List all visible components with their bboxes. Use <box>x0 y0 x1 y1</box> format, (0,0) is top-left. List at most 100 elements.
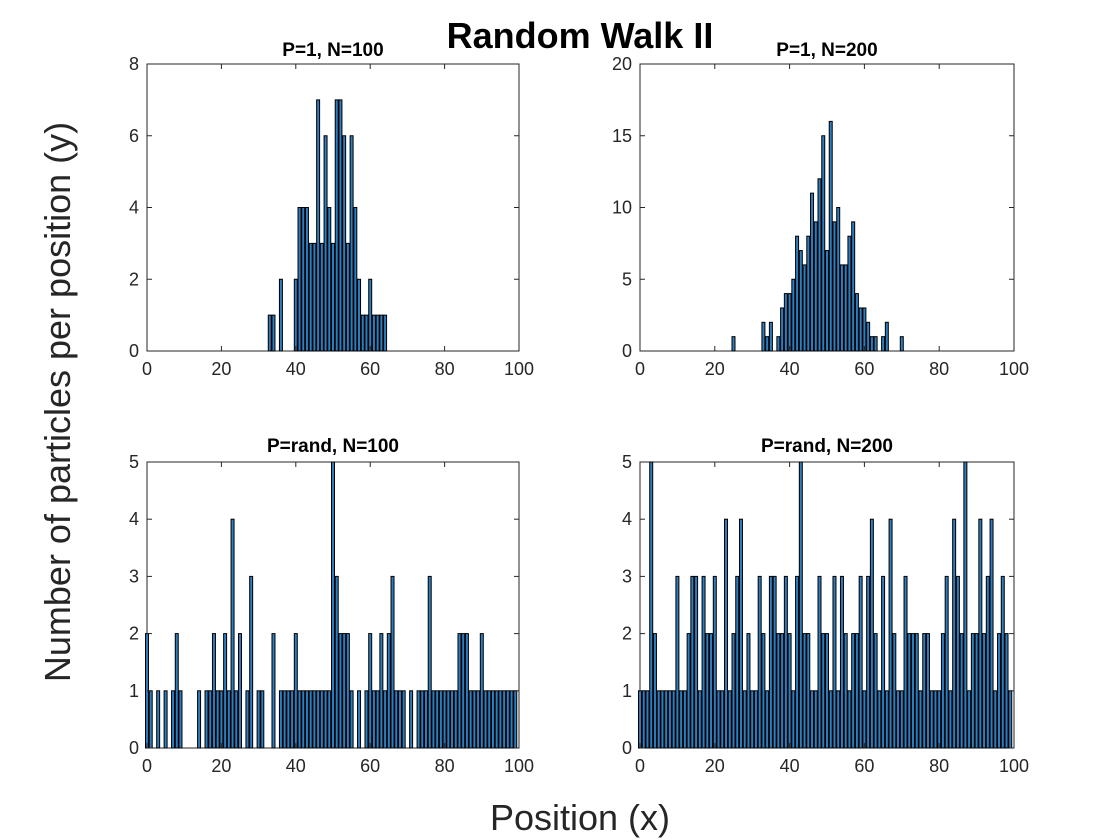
bar <box>349 690 354 749</box>
bar <box>375 690 380 749</box>
bar <box>301 207 306 352</box>
bar <box>993 690 998 749</box>
bar <box>675 575 680 749</box>
bar <box>985 575 990 749</box>
bar <box>772 575 777 749</box>
bar <box>869 518 874 749</box>
y-tick-label: 2 <box>129 624 139 644</box>
bar <box>327 207 332 352</box>
bar <box>245 690 250 749</box>
bar <box>828 120 833 352</box>
panel-4-bars <box>638 461 1013 749</box>
bar <box>933 690 938 749</box>
bar <box>660 690 665 749</box>
bar <box>219 690 224 749</box>
figure-title: Random Walk II <box>447 15 714 56</box>
bar <box>697 690 702 749</box>
bar <box>914 633 919 749</box>
bar <box>881 575 886 749</box>
bar <box>316 690 321 749</box>
panel-1-title: P=1, N=100 <box>282 40 383 61</box>
bar <box>163 690 168 749</box>
y-tick-label: 1 <box>129 681 139 701</box>
bar <box>959 633 964 749</box>
bar <box>476 690 481 749</box>
bar <box>768 321 773 352</box>
x-tick-label: 40 <box>780 359 800 379</box>
y-tick-label: 5 <box>622 269 632 289</box>
bar <box>327 690 332 749</box>
bar <box>839 575 844 749</box>
bar <box>825 633 829 749</box>
bar <box>171 690 176 749</box>
bar <box>746 633 751 749</box>
bar <box>297 690 302 749</box>
bar <box>817 575 822 749</box>
bar <box>690 575 695 749</box>
bar <box>453 690 458 749</box>
bar <box>806 633 811 749</box>
bar <box>664 690 669 749</box>
bar <box>174 633 179 749</box>
bar <box>156 690 161 749</box>
bar <box>787 633 792 749</box>
bar <box>472 690 477 749</box>
x-tick-label: 80 <box>929 359 949 379</box>
bar <box>345 242 350 352</box>
y-tick-label: 5 <box>622 452 632 472</box>
bar <box>791 278 796 352</box>
y-tick-label: 4 <box>129 509 139 529</box>
bar <box>502 690 507 749</box>
x-tick-label: 60 <box>360 359 380 379</box>
bar <box>638 690 642 749</box>
bar <box>211 633 216 749</box>
bar <box>686 633 691 749</box>
bar <box>776 336 781 352</box>
bar <box>967 690 972 749</box>
x-tick-label: 20 <box>705 756 725 776</box>
bar <box>802 633 807 749</box>
bar <box>851 633 856 749</box>
bar <box>178 690 183 749</box>
x-tick-label: 80 <box>435 756 455 776</box>
panel-3-ticks: 0 20 40 60 80 100 0 1 2 3 4 5 <box>129 452 534 776</box>
bar <box>505 690 510 749</box>
x-tick-label: 60 <box>854 756 874 776</box>
bar <box>776 633 781 749</box>
x-tick-label: 100 <box>504 359 534 379</box>
bar <box>249 575 254 749</box>
bar <box>278 690 283 749</box>
panel-2-bars <box>731 120 904 352</box>
bar <box>753 690 758 749</box>
bar <box>357 690 362 749</box>
bar <box>331 242 335 352</box>
bar <box>342 135 347 352</box>
bar <box>735 575 740 749</box>
bar <box>464 633 469 749</box>
bar <box>293 633 298 749</box>
bar <box>649 461 654 749</box>
bar <box>727 690 732 749</box>
x-tick-label: 80 <box>929 756 949 776</box>
bar <box>709 633 714 749</box>
bar <box>461 633 466 749</box>
y-tick-label: 4 <box>622 509 632 529</box>
bar <box>783 575 788 749</box>
bar <box>791 690 796 749</box>
bar <box>338 633 343 749</box>
y-tick-label: 1 <box>622 681 632 701</box>
bar <box>490 690 495 749</box>
bar <box>420 690 425 749</box>
bar <box>806 235 811 352</box>
bar <box>148 690 153 749</box>
bar <box>989 518 994 749</box>
bar <box>230 518 235 749</box>
bar <box>316 99 321 352</box>
bar <box>483 690 488 749</box>
bar <box>944 575 949 749</box>
bar <box>694 575 699 749</box>
bar <box>761 633 766 749</box>
bar <box>368 278 373 352</box>
bar <box>836 207 841 352</box>
bar <box>869 336 874 352</box>
